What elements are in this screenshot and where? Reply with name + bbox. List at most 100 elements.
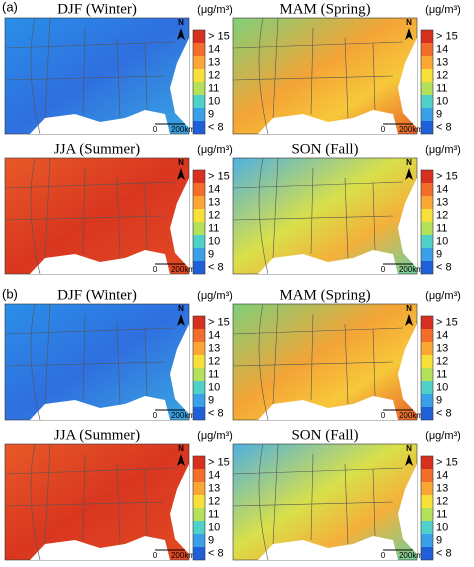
colorbar-label: 9: [436, 394, 442, 406]
part-label: (b): [2, 286, 18, 301]
colorbar-swatch: [193, 469, 205, 482]
state-line: [82, 167, 86, 255]
state-line: [144, 182, 148, 251]
colorbar-label: 10: [208, 521, 220, 533]
colorbar-swatch: [421, 482, 433, 495]
gulf: [30, 536, 170, 560]
colorbar-swatch: [421, 355, 433, 368]
ocean-east: [170, 38, 189, 128]
colorbar-label: 12: [436, 355, 448, 367]
colorbar-swatch: [193, 329, 205, 342]
colorbar-unit: (μg/m³): [425, 290, 461, 302]
colorbar-swatch: [421, 183, 433, 196]
map-panel: MAM (Spring) N 0 200km (μg/m³) > 151413121110…: [232, 1, 461, 135]
colorbar-swatch: [421, 82, 433, 95]
north-label: N: [178, 304, 184, 313]
ocean-east: [170, 324, 189, 414]
gulf: [30, 110, 170, 134]
gulf: [258, 250, 398, 274]
state-line: [258, 157, 269, 275]
colorbar-label: 14: [436, 329, 448, 341]
colorbar-swatch: [421, 456, 433, 469]
colorbar-label: > 15: [436, 316, 458, 328]
gulf: [258, 396, 398, 420]
scale-end: 200km: [399, 411, 423, 420]
state-line: [372, 42, 376, 111]
colorbar-swatch: [421, 469, 433, 482]
colorbar-label: 11: [208, 222, 219, 234]
colorbar-label: 13: [208, 342, 220, 354]
colorbar-swatch: [421, 329, 433, 342]
colorbar-label: > 15: [436, 30, 458, 42]
colorbar-unit: (μg/m³): [197, 430, 233, 442]
gulf: [258, 110, 398, 134]
colorbar-swatch: [421, 521, 433, 534]
state-line: [232, 467, 404, 475]
colorbar-swatch: [193, 547, 205, 560]
colorbar-swatch: [421, 495, 433, 508]
panel-title: MAM (Spring): [279, 1, 370, 17]
colorbar-frame: [420, 315, 434, 421]
colorbar-label: < 8: [208, 407, 224, 419]
colorbar-label: 10: [436, 95, 448, 107]
north-label: N: [178, 18, 184, 27]
state-line: [30, 443, 41, 561]
map-panel: DJF (Winter) N 0 200km (μg/m³) > 151413121110…: [4, 287, 233, 421]
colorbar-label: > 15: [436, 456, 458, 468]
north-label: N: [406, 18, 412, 27]
scale-start: 0: [381, 125, 386, 134]
colorbar-label: 11: [436, 368, 447, 380]
colorbar-swatch: [421, 170, 433, 183]
state-line: [4, 467, 176, 475]
colorbar-label: < 8: [208, 121, 224, 133]
colorbar-swatch: [193, 209, 205, 222]
state-line: [144, 328, 148, 397]
scale-start: 0: [381, 411, 386, 420]
colorbar-label: 10: [208, 381, 220, 393]
colorbar-label: 13: [436, 196, 448, 208]
scale-start: 0: [381, 551, 386, 560]
colorbar-frame: [192, 455, 206, 561]
state-line: [44, 157, 51, 259]
colorbar-swatch: [193, 183, 205, 196]
panel-title: SON (Fall): [291, 141, 358, 157]
colorbar-swatch: [193, 394, 205, 407]
colorbar-label: 12: [436, 69, 448, 81]
colorbar-label: < 8: [436, 121, 452, 133]
colorbar-swatch: [421, 394, 433, 407]
panel-title: JJA (Summer): [54, 427, 140, 443]
colorbar-swatch: [421, 108, 433, 121]
ocean-east: [170, 178, 189, 268]
state-line: [310, 313, 314, 401]
colorbar-swatch: [193, 170, 205, 183]
colorbar-label: 11: [208, 508, 219, 520]
colorbar-label: 14: [208, 329, 220, 341]
state-line: [82, 453, 86, 541]
state-line: [310, 27, 314, 115]
colorbar-label: 14: [436, 43, 448, 55]
state-line: [44, 443, 51, 545]
colorbar-swatch: [421, 316, 433, 329]
colorbar-label: 14: [436, 469, 448, 481]
state-line: [116, 323, 121, 405]
colorbar-label: > 15: [436, 170, 458, 182]
colorbar-swatch: [193, 456, 205, 469]
state-line: [44, 303, 51, 405]
colorbar-label: 14: [208, 183, 220, 195]
colorbar-label: 12: [208, 495, 220, 507]
colorbar-label: 13: [436, 482, 448, 494]
colorbar-label: 10: [436, 235, 448, 247]
state-line: [344, 37, 349, 119]
colorbar-swatch: [193, 108, 205, 121]
colorbar-label: 14: [208, 43, 220, 55]
colorbar-label: > 15: [208, 456, 230, 468]
scale-end: 200km: [171, 125, 195, 134]
colorbar-label: 12: [436, 209, 448, 221]
north-label: N: [406, 158, 412, 167]
state-line: [344, 463, 349, 545]
colorbar-swatch: [421, 534, 433, 547]
colorbar-label: 10: [436, 521, 448, 533]
ocean-east: [398, 464, 417, 554]
colorbar-label: 11: [436, 82, 447, 94]
colorbar-label: < 8: [436, 261, 452, 273]
